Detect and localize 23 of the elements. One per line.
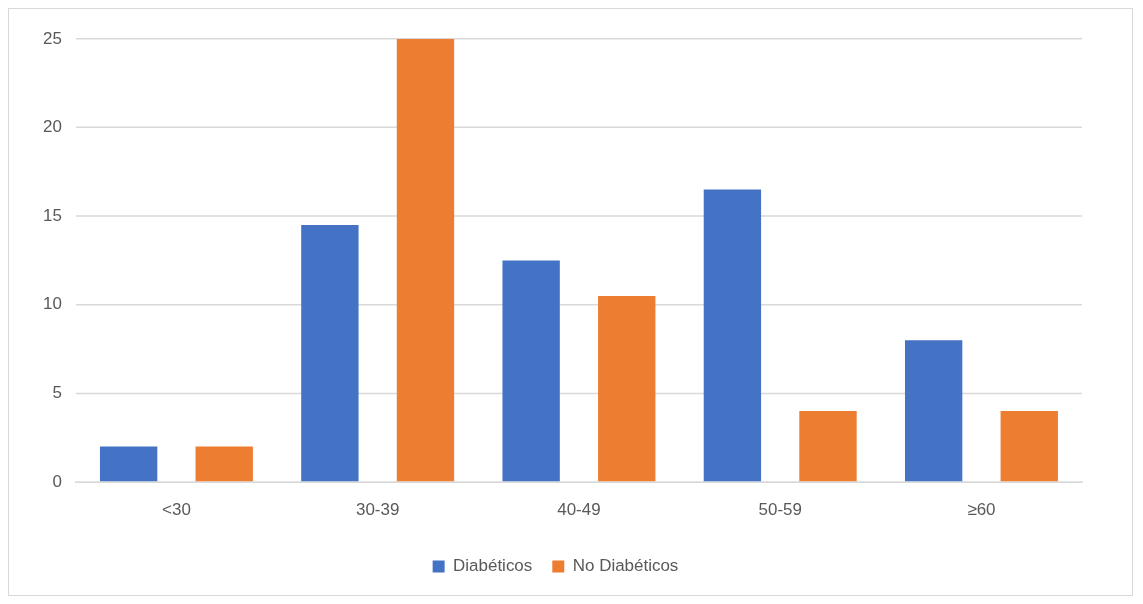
x-tick-label: <30 — [162, 499, 191, 519]
x-tick-label: 30-39 — [356, 499, 400, 519]
x-tick-label: ≥60 — [967, 499, 996, 519]
bar — [502, 260, 560, 482]
y-tick-label: 10 — [42, 294, 62, 314]
y-tick-label: 20 — [42, 117, 62, 137]
x-tick-label: 40-49 — [557, 499, 601, 519]
bar — [904, 340, 963, 482]
bar — [1000, 411, 1058, 482]
legend-label: No Diabéticos — [572, 556, 679, 576]
y-tick-label: 5 — [52, 383, 62, 403]
y-tick-label: 25 — [42, 28, 62, 48]
bar — [703, 189, 762, 482]
y-tick-label: 15 — [42, 205, 62, 225]
y-tick-label: 0 — [52, 471, 62, 491]
x-tick-label: 50-59 — [758, 499, 802, 519]
legend-label: Diabéticos — [453, 556, 533, 576]
bar — [598, 295, 656, 482]
bar — [396, 38, 455, 482]
bar — [799, 411, 857, 482]
bar — [99, 446, 158, 482]
bar — [301, 224, 359, 482]
bar — [195, 446, 253, 482]
